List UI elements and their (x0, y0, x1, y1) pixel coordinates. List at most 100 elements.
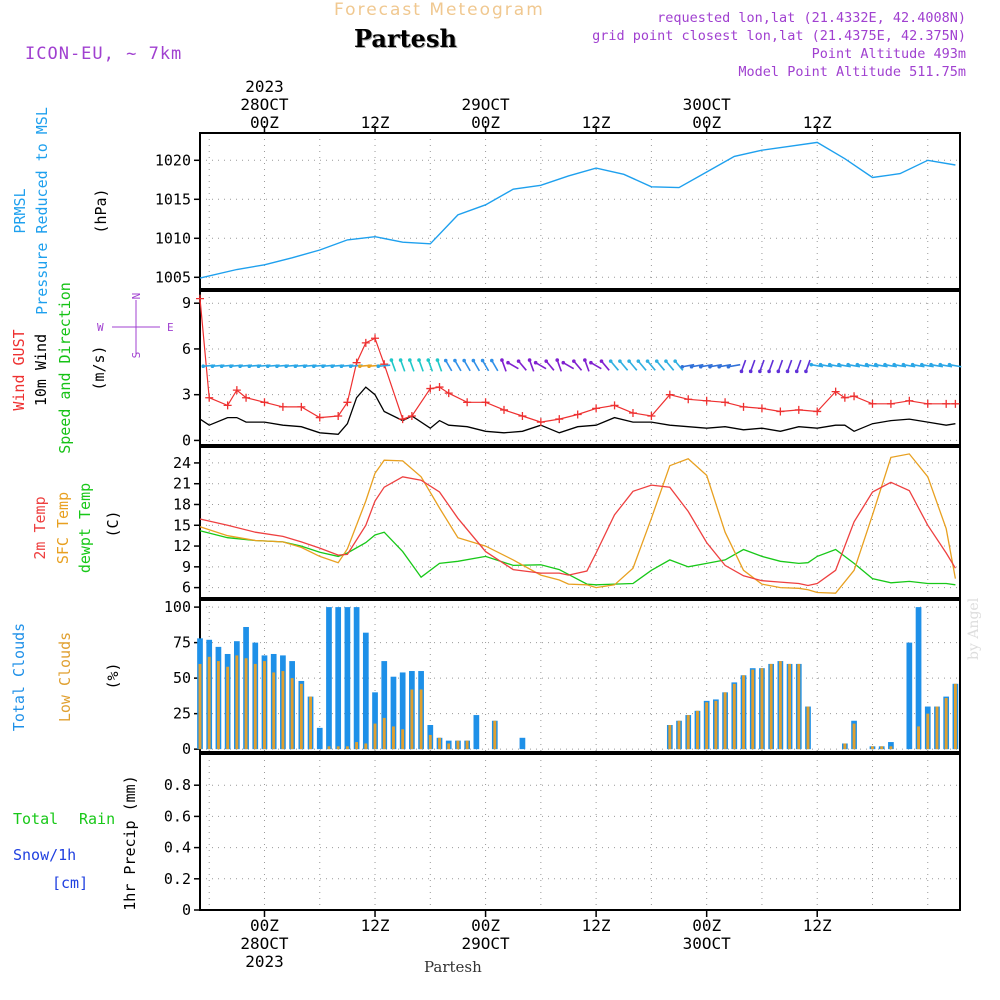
gust-marker (850, 392, 859, 401)
wind-arrow (777, 359, 784, 372)
gust-marker (702, 396, 711, 405)
top-time-label: 00Z (250, 113, 279, 132)
wind-arrow-head (426, 358, 431, 362)
wind-arrow (786, 359, 793, 372)
wind-arrow (491, 360, 499, 372)
wind-arrow (584, 359, 590, 372)
low-cloud-bar (327, 746, 331, 750)
gust-marker (794, 405, 803, 414)
wind-arrow (610, 360, 620, 371)
wind-arrow-head (544, 359, 549, 363)
wind-arrow (472, 360, 481, 372)
wind-arrow-head (636, 359, 641, 363)
wind-arrow-head (698, 364, 703, 369)
info-line-3: Point Altitude 493m (811, 46, 966, 62)
gust-marker (196, 294, 204, 303)
low-cloud-bar (677, 720, 681, 750)
dewpt-label: dewpt Temp (76, 483, 94, 573)
wind-arrow (399, 359, 406, 372)
gust-marker (463, 398, 472, 407)
wind-arrow-head (284, 364, 288, 369)
wind-arrow-head (929, 362, 933, 367)
y-tick-label: 24 (173, 454, 191, 472)
wind-arrow-head (654, 359, 659, 363)
gust-marker (444, 389, 453, 398)
y-tick-label: 0 (182, 431, 191, 449)
wind-arrow-head (238, 364, 242, 369)
y-tick-label: 1005 (155, 268, 191, 286)
wind-arrow-head (920, 362, 924, 367)
wind-arrow (949, 363, 962, 368)
gust-marker (536, 418, 545, 427)
wind-arrow (517, 360, 527, 371)
wind-arrow (740, 359, 747, 372)
footer-station-name: Partesh (424, 958, 482, 976)
wind-arrow (768, 359, 774, 372)
gust-marker (628, 408, 637, 417)
wind-arrow-head (462, 358, 466, 363)
wind-arrow-head (480, 358, 485, 363)
wind-arrow-head (533, 360, 538, 365)
total-cloud-bar (335, 607, 342, 750)
wind-arrow-head (809, 362, 814, 367)
y-tick-label: 15 (173, 516, 191, 534)
y-tick-label: 0.8 (164, 776, 191, 794)
low-cloud-bar (880, 746, 884, 750)
top-date-label: 30OCT (683, 95, 732, 114)
sfc-temp-label: SFC Temp (54, 492, 72, 564)
wind-arrow-head (627, 359, 631, 363)
y-tick-label: 0.2 (164, 870, 191, 888)
wind-arrow-head (435, 358, 440, 362)
top-time-label: 00Z (471, 113, 500, 132)
total-cloud-bar (316, 727, 323, 750)
top-time-label: 12Z (361, 113, 390, 132)
gust-marker (361, 338, 370, 347)
wind-arrow (691, 363, 704, 368)
wind-arrow-head (398, 358, 403, 362)
wind-arrow-head (689, 364, 694, 369)
wind-arrow-head (311, 364, 316, 369)
y-tick-label: 50 (173, 669, 191, 687)
bottom-axis-label: 12Z (361, 916, 390, 935)
gust-marker (592, 404, 601, 413)
wind-arrow (436, 359, 443, 372)
gust-marker (518, 412, 527, 421)
low-cloud-bar (207, 656, 211, 750)
wind-10m-label: 10m Wind (32, 334, 50, 406)
wind-arrow (573, 360, 583, 371)
wind-arrow-head (864, 362, 869, 367)
wind-arrow (829, 363, 842, 368)
panel-frame (199, 132, 961, 290)
wind-arrow (930, 363, 944, 368)
wind-arrow-head (348, 364, 353, 369)
total-cloud-bar (915, 607, 922, 750)
wind-arrow-head (827, 362, 832, 367)
wind-arrow (463, 360, 471, 372)
low-cloud-bar (917, 726, 920, 750)
gust-marker (398, 415, 407, 424)
gust-marker (297, 402, 306, 411)
wind-arrow (656, 360, 666, 371)
wind-arrow-head (589, 360, 593, 365)
gust-marker (942, 399, 951, 408)
wind-arrow-head (376, 364, 381, 369)
y-tick-label: 0.4 (164, 839, 191, 857)
low-cloud-bar (345, 746, 349, 750)
gust-marker (573, 410, 582, 419)
gust-marker (343, 398, 352, 407)
gust-marker (315, 413, 324, 422)
low-cloud-bar (760, 668, 764, 750)
wind-arrow-head (873, 362, 878, 367)
total-cloud-bar (888, 742, 894, 750)
wind-arrow (875, 363, 888, 368)
wind-arrow-head (417, 358, 421, 362)
wind-arrow-head (767, 369, 771, 374)
wind-arrow (600, 360, 610, 371)
wind-arrow-head (506, 360, 510, 365)
gust-marker (905, 396, 914, 405)
wind-arrow (646, 360, 656, 371)
wind-arrow-head (527, 358, 532, 362)
low-cloud-bar (216, 661, 220, 750)
meteogram-title: Forecast Meteogram (334, 0, 545, 20)
